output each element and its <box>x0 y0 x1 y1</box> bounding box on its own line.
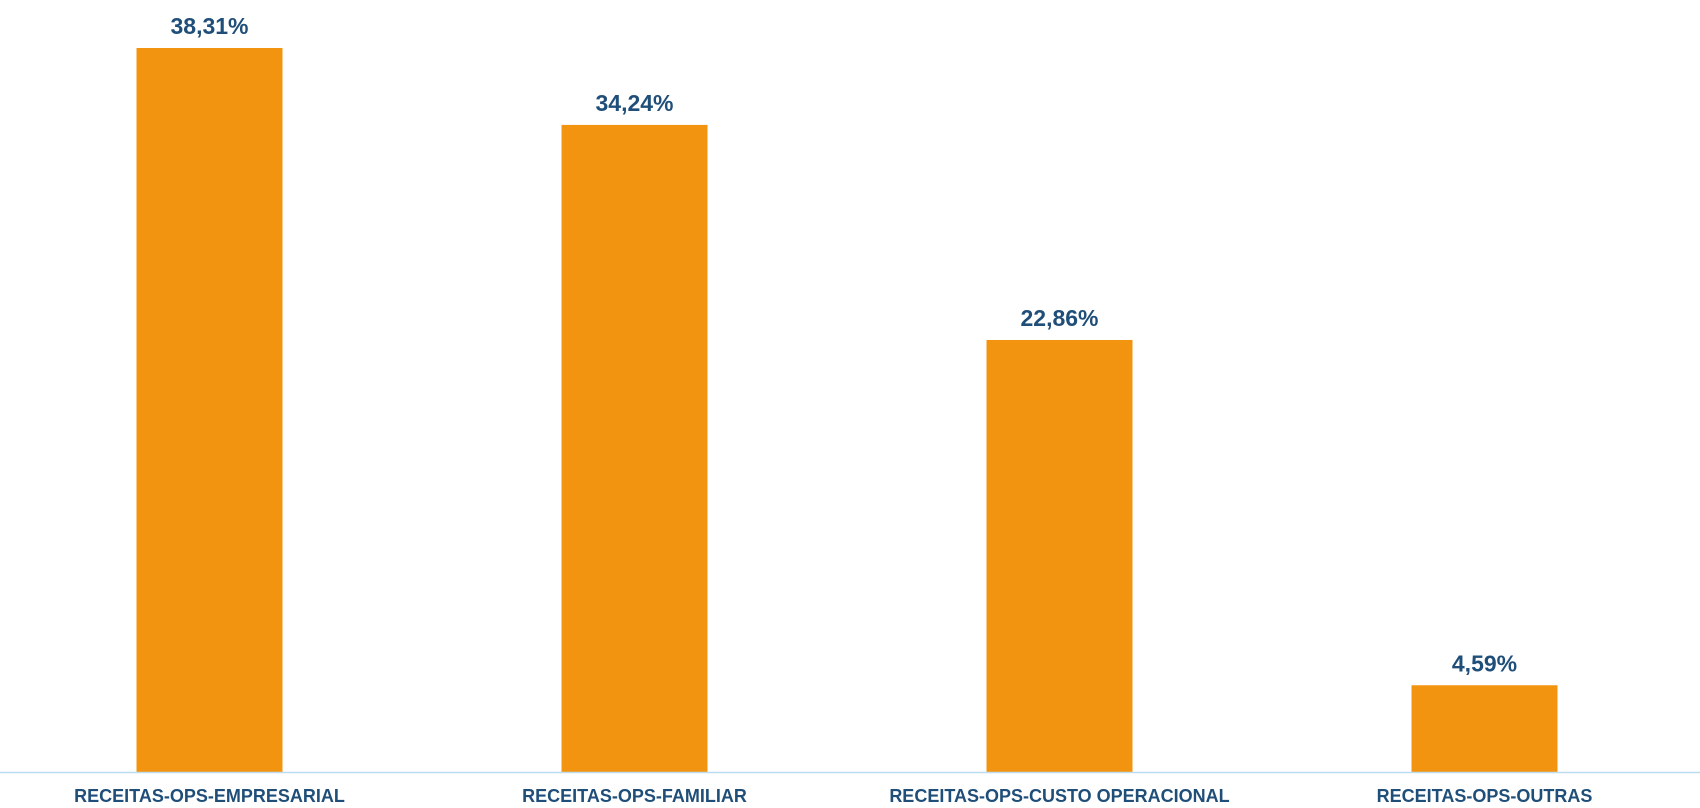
category-label-2: RECEITAS-OPS-FAMILIAR <box>522 786 747 806</box>
data-label-2: 34,24% <box>595 90 673 116</box>
category-labels-layer: RECEITAS-OPS-EMPRESARIAL RECEITAS-OPS-FAM… <box>74 786 1592 806</box>
data-label-3: 22,86% <box>1020 305 1098 331</box>
bar-4 <box>1411 685 1558 772</box>
category-label-4: RECEITAS-OPS-OUTRAS <box>1377 786 1593 806</box>
bar-2 <box>561 124 708 772</box>
data-label-4: 4,59% <box>1452 650 1517 676</box>
data-labels-layer: 38,31% 34,24% 22,86% 4,59% <box>170 13 1517 676</box>
bar-1 <box>136 48 283 772</box>
category-label-3: RECEITAS-OPS-CUSTO OPERACIONAL <box>889 786 1229 806</box>
category-label-1: RECEITAS-OPS-EMPRESARIAL <box>74 786 345 806</box>
bar-3 <box>986 339 1133 772</box>
bars-layer <box>136 48 1558 772</box>
data-label-1: 38,31% <box>170 13 248 39</box>
